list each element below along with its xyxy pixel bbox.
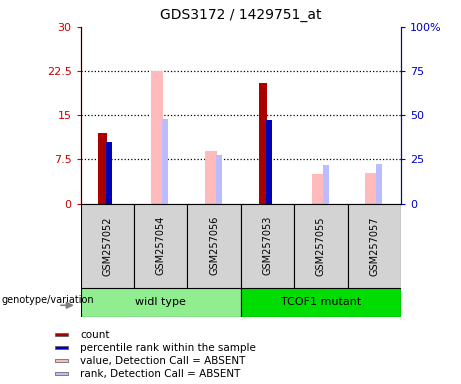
- Bar: [55, 346, 68, 349]
- Text: genotype/variation: genotype/variation: [1, 295, 94, 305]
- Bar: [376, 164, 382, 204]
- Bar: [205, 151, 217, 204]
- Text: rank, Detection Call = ABSENT: rank, Detection Call = ABSENT: [80, 369, 241, 379]
- Bar: [312, 174, 324, 204]
- Text: GSM257052: GSM257052: [102, 216, 112, 275]
- Bar: [98, 133, 107, 204]
- Bar: [294, 204, 348, 288]
- Bar: [81, 288, 241, 317]
- Bar: [134, 204, 188, 288]
- Text: TCOF1 mutant: TCOF1 mutant: [281, 297, 361, 308]
- Bar: [241, 204, 294, 288]
- Bar: [365, 173, 377, 204]
- Text: GSM257056: GSM257056: [209, 216, 219, 275]
- Bar: [348, 204, 401, 288]
- Text: count: count: [80, 330, 110, 340]
- Text: value, Detection Call = ABSENT: value, Detection Call = ABSENT: [80, 356, 246, 366]
- Text: widl type: widl type: [136, 297, 186, 308]
- Bar: [188, 204, 241, 288]
- Text: GSM257054: GSM257054: [156, 216, 166, 275]
- Bar: [216, 155, 222, 204]
- Bar: [259, 83, 267, 204]
- Title: GDS3172 / 1429751_at: GDS3172 / 1429751_at: [160, 8, 322, 22]
- Bar: [151, 71, 164, 204]
- Bar: [323, 165, 329, 204]
- Bar: [81, 204, 134, 288]
- Bar: [55, 359, 68, 362]
- Text: GSM257057: GSM257057: [369, 216, 379, 275]
- Bar: [106, 142, 112, 204]
- Bar: [162, 119, 168, 204]
- Text: GSM257053: GSM257053: [263, 216, 272, 275]
- Bar: [241, 288, 401, 317]
- Text: GSM257055: GSM257055: [316, 216, 326, 275]
- Bar: [266, 121, 272, 204]
- Bar: [55, 372, 68, 375]
- Text: percentile rank within the sample: percentile rank within the sample: [80, 343, 256, 353]
- Bar: [55, 333, 68, 336]
